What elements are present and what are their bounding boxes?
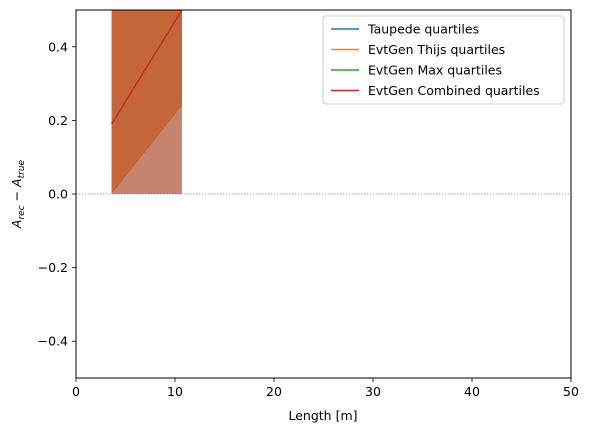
y-tick-label: −0.2	[38, 260, 68, 275]
x-axis-ticks: 0 10 20 30 40 50	[72, 378, 579, 399]
legend-label-3: EvtGen Combined quartiles	[368, 83, 540, 98]
quartile-band-2	[111, 10, 182, 194]
x-tick-label: 50	[563, 384, 579, 399]
legend-label-0: Taupede quartiles	[367, 22, 479, 37]
y-tick-label: 0.4	[48, 39, 68, 54]
y-axis-ticks: −0.4 −0.2 0.0 0.2 0.4	[38, 39, 76, 349]
x-tick-label: 0	[72, 384, 80, 399]
legend-frame	[322, 15, 565, 105]
series-line-3	[110, 10, 183, 125]
x-tick-label: 10	[167, 384, 183, 399]
y-tick-label: 0.2	[48, 113, 68, 128]
y-tick-label: 0.0	[48, 187, 68, 202]
x-axis-label: Length [m]	[288, 408, 357, 423]
y-axis-label: Arec − Atrue	[9, 159, 27, 229]
x-tick-label: 30	[365, 384, 381, 399]
legend: Taupede quartiles EvtGen Thijs quartiles E…	[322, 15, 565, 105]
x-tick-label: 20	[266, 384, 282, 399]
legend-label-1: EvtGen Thijs quartiles	[368, 42, 505, 57]
bands-layer	[111, 10, 182, 194]
y-tick-label: −0.4	[38, 334, 68, 349]
series-layer	[110, 10, 183, 125]
x-tick-label: 40	[464, 384, 480, 399]
legend-label-2: EvtGen Max quartiles	[368, 63, 502, 78]
